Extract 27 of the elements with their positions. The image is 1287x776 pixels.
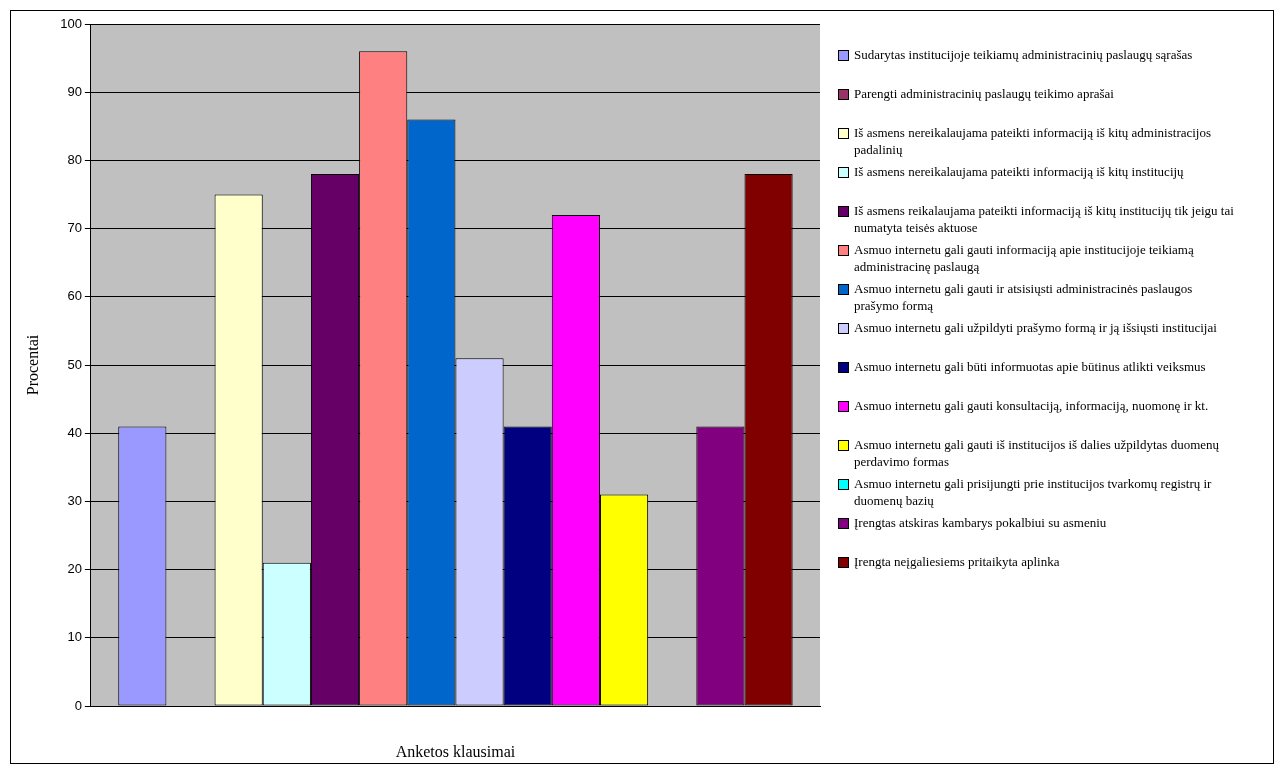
legend-label: Iš asmens nereikalaujama pateikti informaciją iš kitų institucijų xyxy=(854,163,1184,180)
y-tick-label: 70 xyxy=(67,220,82,236)
legend-label: Iš asmens reikalaujama pateikti informaciją iš kitų institucijų tik jeigu tai numatyta teisės aktuose xyxy=(854,202,1235,236)
legend-label: Asmuo internetu gali gauti konsultaciją, informaciją, nuomonę ir kt. xyxy=(854,397,1209,414)
legend-label: Įrengta neįgaliesiems pritaikyta aplinka xyxy=(854,553,1060,570)
y-tick-label: 10 xyxy=(67,629,82,645)
y-tick-label: 50 xyxy=(67,356,82,372)
legend-label: Įrengtas atskiras kambarys pokalbiui su asmeniu xyxy=(854,514,1107,531)
y-tick-label: 90 xyxy=(67,83,82,99)
legend-label: Asmuo internetu gali prisijungti prie institucijos tvarkomų registrų ir duomenų bazių xyxy=(854,475,1213,509)
legend-label: Asmuo internetu gali būti informuotas apie būtinus atlikti veiksmus xyxy=(854,358,1206,375)
legend-label: Asmuo internetu gali gauti iš institucijos iš dalies užpildytas duomenų perdavimo formas xyxy=(854,436,1221,470)
legend-label: Iš asmens nereikalaujama pateikti informaciją iš kitų administracijos padalinių xyxy=(854,124,1213,158)
legend-label: Parengti administracinių paslaugų teikimo aprašai xyxy=(854,85,1114,102)
y-tick-label: 30 xyxy=(67,492,82,508)
legend-label: Asmuo internetu gali gauti informaciją apie institucijoje teikiamą administracinę paslaugą xyxy=(854,241,1195,275)
y-tick-label: 20 xyxy=(67,561,82,577)
y-tick-label: 60 xyxy=(67,288,82,304)
y-tick-label: 0 xyxy=(74,697,82,713)
y-tick-label: 100 xyxy=(60,15,82,31)
legend-label: Asmuo internetu gali užpildyti prašymo formą ir ją išsiųsti institucijai xyxy=(854,319,1217,336)
y-tick-label: 40 xyxy=(67,424,82,440)
x-axis-title: Anketos klausimai xyxy=(395,742,516,760)
legend-label: Sudarytas institucijoje teikiamų administracinių paslaugų sąrašas xyxy=(854,46,1193,63)
legend-label: Asmuo internetu gali gauti ir atsisiųsti administracinės paslaugos prašymo formą xyxy=(854,280,1194,314)
y-axis-title: Procentai xyxy=(23,334,41,396)
y-tick-label: 80 xyxy=(67,151,82,167)
